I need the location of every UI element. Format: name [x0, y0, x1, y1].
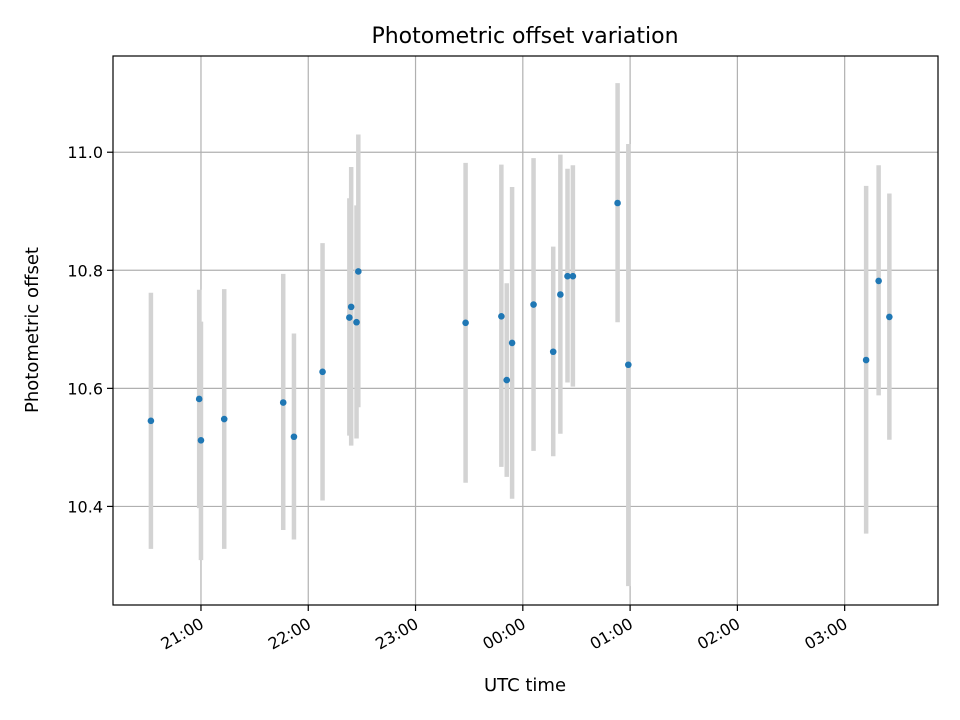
x-tick-label: 00:00	[479, 614, 528, 654]
y-tick-label: 10.6	[67, 379, 103, 398]
data-point	[625, 361, 632, 369]
x-tick-label: 23:00	[372, 614, 421, 654]
data-point	[614, 199, 621, 207]
chart-title: Photometric offset variation	[371, 24, 678, 49]
x-tick-label: 21:00	[158, 614, 207, 654]
data-point	[462, 319, 469, 327]
data-point	[875, 277, 882, 285]
x-tick-label: 01:00	[587, 614, 636, 654]
point-layer	[147, 199, 893, 444]
data-point	[319, 368, 326, 376]
x-tick-label: 02:00	[694, 614, 743, 654]
data-point	[498, 313, 505, 320]
y-axis-title: Photometric offset	[22, 247, 43, 413]
x-tick-label: 22:00	[265, 614, 314, 654]
data-point	[862, 356, 870, 364]
data-point	[147, 417, 155, 425]
data-point	[220, 415, 228, 423]
data-point	[886, 313, 893, 321]
data-point	[503, 376, 511, 384]
data-point	[290, 433, 298, 441]
data-point	[564, 272, 571, 280]
y-tick-label: 10.8	[67, 261, 103, 280]
data-point	[347, 303, 355, 311]
data-point	[557, 291, 564, 298]
grid-layer	[113, 56, 938, 605]
x-tick-label: 03:00	[801, 614, 850, 654]
data-point	[530, 301, 537, 308]
data-point	[346, 314, 353, 321]
y-tick-label: 10.4	[67, 497, 103, 516]
data-point	[355, 268, 362, 275]
data-point	[353, 318, 360, 326]
errorbar-layer	[148, 83, 892, 587]
data-point	[508, 339, 516, 347]
plot-frame	[112, 55, 939, 606]
data-point	[569, 272, 577, 280]
data-point	[195, 395, 203, 403]
tick-layer: 21:00 22:00 23:00 00:00 01:00 02:00 03:00 10.4 1…	[67, 143, 850, 653]
data-point	[549, 348, 557, 356]
y-tick-label: 11.0	[67, 143, 103, 162]
x-axis-title: UTC time	[484, 675, 566, 696]
data-point	[279, 399, 287, 406]
data-point	[197, 437, 205, 444]
